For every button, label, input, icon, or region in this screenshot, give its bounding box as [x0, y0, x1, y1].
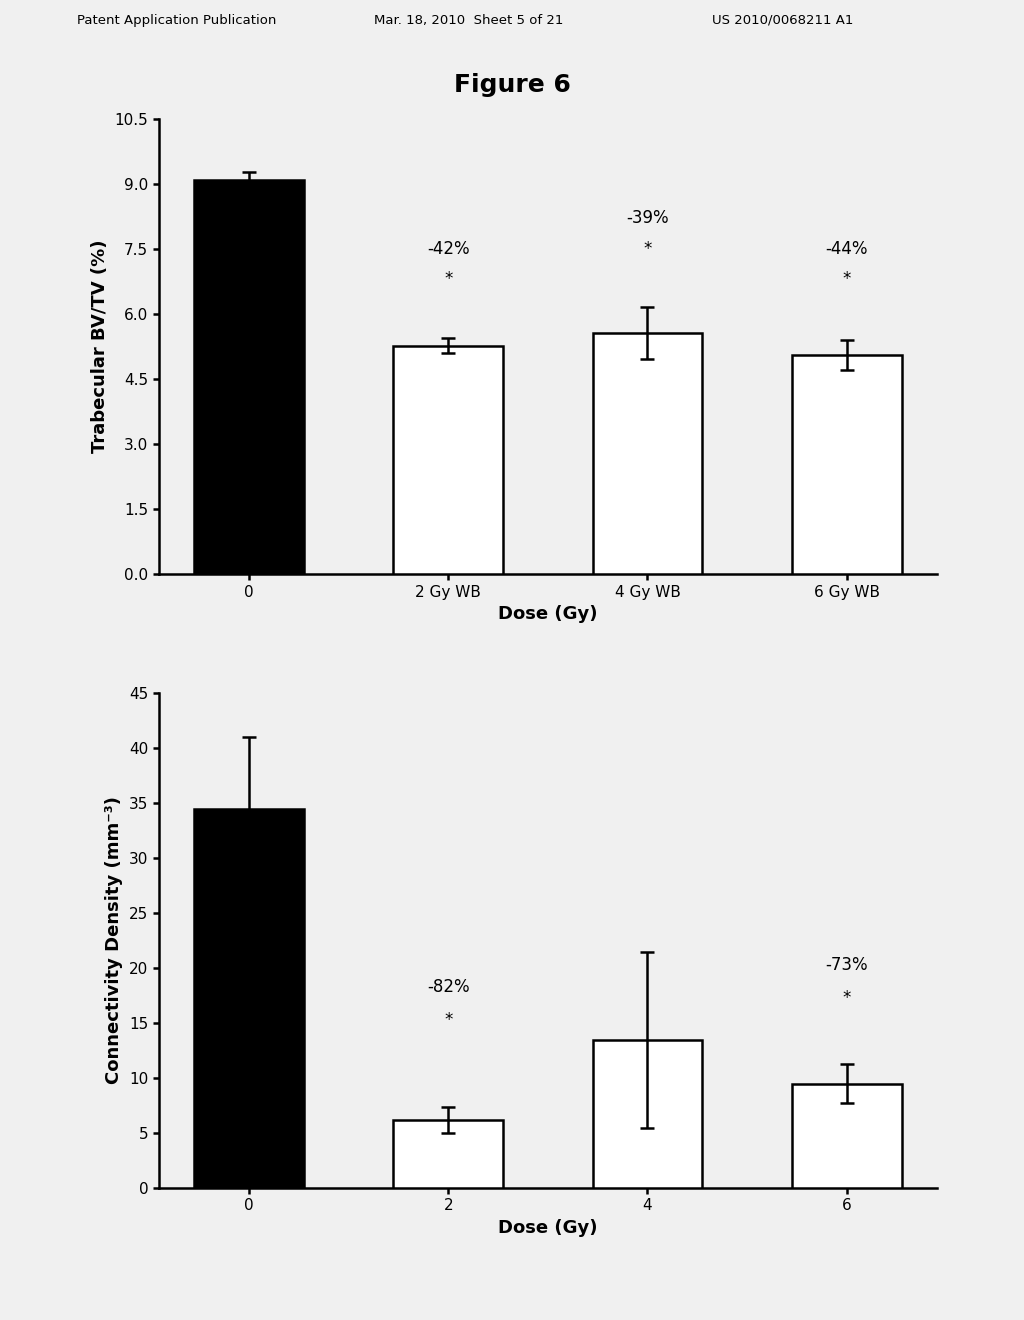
- Bar: [792, 1084, 901, 1188]
- Text: Patent Application Publication: Patent Application Publication: [77, 13, 276, 26]
- Bar: [195, 808, 304, 1188]
- Text: -82%: -82%: [427, 978, 470, 995]
- Text: -73%: -73%: [825, 956, 868, 974]
- Text: Mar. 18, 2010  Sheet 5 of 21: Mar. 18, 2010 Sheet 5 of 21: [374, 13, 563, 26]
- X-axis label: Dose (Gy): Dose (Gy): [498, 605, 598, 623]
- Text: Figure 6: Figure 6: [454, 73, 570, 96]
- Text: *: *: [843, 989, 851, 1006]
- Bar: [593, 1040, 702, 1188]
- Text: *: *: [843, 271, 851, 288]
- Text: US 2010/0068211 A1: US 2010/0068211 A1: [712, 13, 853, 26]
- Bar: [792, 355, 901, 574]
- Y-axis label: Connectivity Density (mm⁻³): Connectivity Density (mm⁻³): [105, 796, 123, 1085]
- Text: *: *: [444, 1011, 453, 1028]
- Text: -44%: -44%: [825, 240, 868, 257]
- X-axis label: Dose (Gy): Dose (Gy): [498, 1218, 598, 1237]
- Y-axis label: Trabecular BV/TV (%): Trabecular BV/TV (%): [91, 240, 109, 453]
- Text: *: *: [444, 271, 453, 288]
- Text: *: *: [643, 240, 651, 257]
- Bar: [393, 346, 503, 574]
- Bar: [593, 333, 702, 574]
- Bar: [195, 180, 304, 574]
- Bar: [393, 1119, 503, 1188]
- Text: -42%: -42%: [427, 240, 470, 257]
- Text: -39%: -39%: [626, 210, 669, 227]
